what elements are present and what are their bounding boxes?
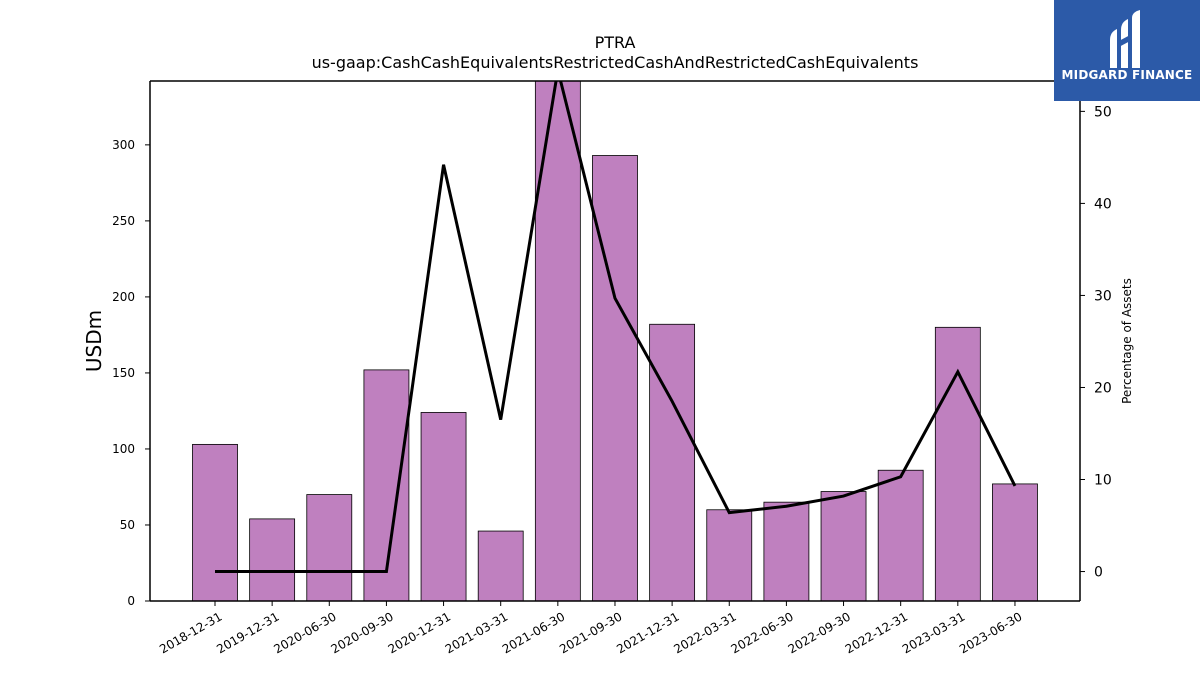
x-tick-label: 2020-09-30 — [329, 609, 396, 656]
chart-title: PTRA — [595, 33, 636, 52]
x-tick-label: 2018-12-31 — [157, 609, 224, 656]
y-tick-label-right: 40 — [1094, 196, 1112, 212]
midgard-logo-icon — [1110, 10, 1140, 68]
bar — [763, 501, 810, 601]
x-tick-label: 2022-06-30 — [728, 609, 795, 656]
bar — [934, 326, 981, 601]
y-tick-label-right: 30 — [1094, 288, 1112, 304]
y-axis-label-right: Percentage of Assets — [1120, 278, 1134, 404]
bars-group — [192, 81, 1038, 601]
bar — [249, 518, 296, 601]
x-tick-label: 2019-12-31 — [214, 609, 281, 656]
y-axis-label-left: USDm — [82, 310, 106, 372]
bar — [477, 530, 524, 601]
x-tick-label: 2020-12-31 — [386, 609, 453, 656]
x-tick-label: 2021-12-31 — [614, 609, 681, 656]
bar — [820, 491, 867, 601]
bar — [420, 412, 467, 601]
bar — [306, 494, 353, 601]
bar — [192, 443, 238, 601]
logo-text: MIDGARD FINANCE — [1061, 68, 1193, 82]
y-tick-label-left: 0 — [127, 594, 135, 608]
x-tick-label: 2022-03-31 — [671, 609, 738, 656]
y-tick-label-left: 100 — [112, 442, 135, 456]
chart-subtitle: us-gaap:CashCashEquivalentsRestrictedCas… — [312, 53, 919, 72]
y-tick-label-left: 150 — [112, 366, 135, 380]
x-tick-label: 2021-03-31 — [443, 609, 510, 656]
x-tick-label: 2023-06-30 — [957, 609, 1024, 656]
midgard-finance-logo: MIDGARD FINANCE — [1054, 0, 1200, 101]
percentage-line — [215, 81, 1017, 574]
bar — [649, 323, 696, 601]
x-tick-label: 2022-12-31 — [843, 609, 910, 656]
y-tick-label-right: 20 — [1094, 380, 1112, 396]
bar — [992, 483, 1038, 601]
bar — [706, 509, 753, 601]
y-tick-label-right: 50 — [1094, 104, 1112, 120]
y-tick-label-left: 50 — [120, 518, 135, 532]
y-tick-label-right: 0 — [1094, 565, 1103, 581]
bar — [592, 155, 638, 601]
percentage-line-group — [215, 81, 1017, 574]
x-tick-label: 2023-03-31 — [900, 609, 967, 656]
y-tick-label-right: 10 — [1094, 473, 1112, 489]
y-tick-label-left: 250 — [112, 214, 135, 228]
y-tick-label-left: 200 — [112, 290, 135, 304]
bar — [534, 81, 581, 601]
x-tick-label: 2021-06-30 — [500, 609, 567, 656]
x-tick-label: 2020-06-30 — [271, 609, 338, 656]
x-tick-label: 2021-09-30 — [557, 609, 624, 656]
x-tick-label: 2022-09-30 — [786, 609, 853, 656]
bar — [877, 469, 924, 601]
y-tick-label-left: 300 — [112, 138, 135, 152]
